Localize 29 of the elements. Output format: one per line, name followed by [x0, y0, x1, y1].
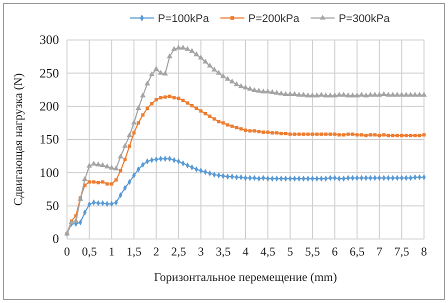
y-tick-label: 0 — [52, 231, 59, 246]
x-tick-label: 6 — [332, 244, 338, 259]
y-tick-label: 300 — [40, 32, 59, 48]
x-tick-label: 3 — [198, 244, 204, 259]
x-tick-label: 4 — [242, 244, 248, 259]
y-tick-label: 200 — [40, 98, 59, 114]
x-tick-label: 0,5 — [82, 244, 97, 259]
x-tick-label: 8 — [421, 244, 427, 259]
x-tick-label: 3,5 — [216, 244, 231, 259]
y-tick-label: 250 — [40, 65, 59, 80]
x-tick-label: 5 — [287, 244, 294, 259]
y-axis-title: Сдвигающая нагрузка (N) — [11, 73, 25, 206]
y-tick-label: 100 — [40, 164, 59, 180]
x-axis-title: Горизонтальное перемещение (mm) — [154, 270, 337, 284]
x-tick-label: 7 — [376, 244, 382, 259]
x-tick-label: 4,5 — [260, 244, 276, 259]
x-tick-label: 6,5 — [350, 244, 365, 259]
y-tick-label: 150 — [40, 132, 59, 147]
x-tick-label: 7,5 — [394, 244, 410, 259]
legend-label: P=300kPa — [338, 13, 391, 25]
x-tick-label: 0 — [64, 244, 70, 259]
legend-label: P=200kPa — [248, 13, 300, 25]
y-tick-label: 50 — [46, 198, 59, 213]
x-tick-label: 5,5 — [304, 244, 320, 259]
x-tick-label: 2 — [153, 244, 160, 259]
x-tick-label: 1 — [108, 244, 115, 259]
x-tick-label: 2,5 — [171, 244, 186, 259]
legend-label: P=100kPa — [158, 13, 210, 25]
x-tick-label: 1,5 — [126, 244, 142, 259]
